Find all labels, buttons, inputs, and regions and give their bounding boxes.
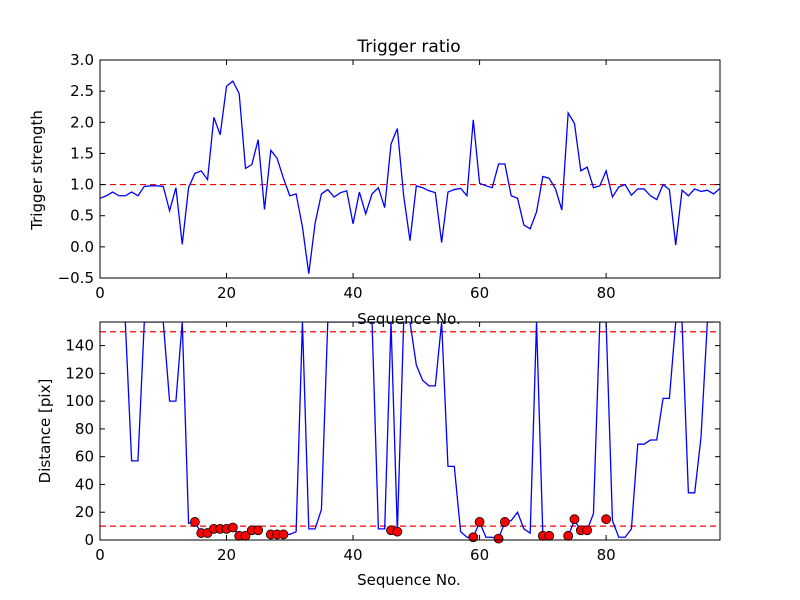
x-tick-label: 0 (95, 284, 105, 302)
data-point-marker (544, 530, 555, 541)
data-point-marker (189, 517, 200, 527)
y-tick-label: 100 (65, 392, 94, 410)
y-tick-label: 40 (75, 475, 94, 493)
x-tick-label: 80 (597, 284, 616, 302)
y-axis-label: Trigger strength (28, 110, 46, 231)
x-tick-label: 40 (344, 284, 363, 302)
x-tick-label: 60 (470, 546, 489, 564)
data-point-marker (253, 525, 264, 536)
trigger-ratio-chart: Trigger ratio Sequence No. Trigger stren… (28, 37, 721, 328)
data-point-marker (278, 529, 289, 540)
x-axis-label: Sequence No. (357, 310, 461, 328)
y-tick-label: 2.5 (70, 82, 94, 100)
chart-title: Trigger ratio (356, 37, 460, 57)
series-line (567, 322, 714, 538)
data-point-marker (569, 514, 580, 525)
y-tick-label: 80 (75, 420, 94, 438)
y-tick-label: 0 (84, 531, 94, 549)
data-point-marker (601, 514, 612, 525)
series-line (100, 80, 720, 274)
x-tick-label: 0 (95, 546, 105, 564)
series-line (270, 322, 550, 540)
x-tick-label: 20 (217, 284, 236, 302)
y-tick-label: 3.0 (70, 51, 94, 69)
series-line (124, 322, 259, 537)
y-tick-label: 2.0 (70, 113, 94, 131)
data-point-marker (474, 517, 485, 527)
y-tick-label: 1.0 (70, 176, 94, 194)
x-tick-label: 80 (597, 546, 616, 564)
data-point-marker (499, 517, 510, 527)
x-tick-label: 40 (344, 546, 363, 564)
y-tick-label: 120 (65, 364, 94, 382)
y-axis-label: Distance [pix] (36, 379, 54, 484)
y-tick-label: 0.5 (70, 207, 94, 225)
y-tick-label: 0.0 (70, 238, 94, 256)
data-point-marker (563, 530, 574, 541)
data-point-marker (582, 525, 593, 536)
axes-frame (99, 321, 721, 541)
data-point-marker (493, 533, 504, 544)
y-tick-label: 140 (65, 337, 94, 355)
x-tick-label: 60 (470, 284, 489, 302)
data-point-marker (227, 522, 238, 533)
distance-chart: Sequence No. Distance [pix] 0 20 40 60 80 0 20… (36, 321, 721, 589)
y-tick-label: 60 (75, 448, 94, 466)
y-tick-label: 20 (75, 503, 94, 521)
x-tick-label: 20 (217, 546, 236, 564)
y-tick-label: −0.5 (58, 269, 94, 287)
data-point-marker (392, 526, 403, 537)
axes-frame (99, 59, 721, 279)
data-point-marker (468, 532, 479, 543)
x-axis-label: Sequence No. (357, 571, 461, 589)
y-tick-label: 1.5 (70, 144, 94, 162)
